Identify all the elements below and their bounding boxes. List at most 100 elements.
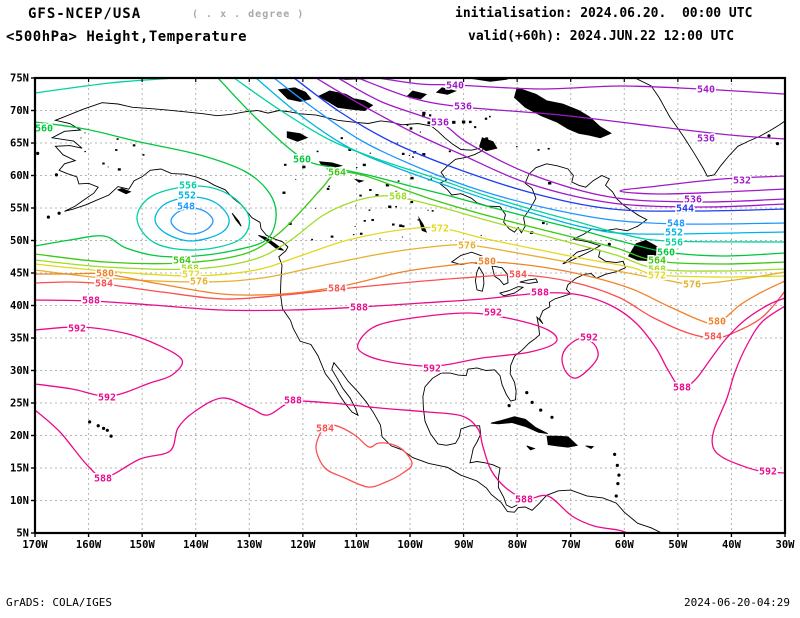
contour-label-548: 548 [177,202,195,213]
contour-label-536: 536 [431,118,449,129]
contour-560 [217,78,785,257]
contour-label-584: 584 [316,424,334,435]
creation-timestamp: 2024-06-20-04:29 [684,596,790,609]
contour-label-564: 564 [328,168,346,179]
lon-tick-label: 110W [344,539,370,551]
contour-544 [293,78,785,212]
lat-tick-label: 60N [10,170,29,182]
contour-548 [170,207,214,235]
contour-label-564: 564 [173,256,191,267]
contour-label-588: 588 [531,288,549,299]
model-title: GFS-NCEP/USA [28,6,142,22]
grid-lines [35,78,785,533]
contour-label-568: 568 [181,264,199,275]
lon-tick-label: 170W [22,539,48,551]
contour-564 [35,171,785,265]
contour-label-584: 584 [704,332,722,343]
lat-tick-label: 45N [10,268,29,280]
lon-tick-label: 40W [722,539,742,551]
contour-label-592: 592 [423,364,441,375]
contour-label-560: 560 [35,124,53,135]
contour-556 [136,185,251,251]
valid-time: valid(+60h): 2024.JUN.22 12:00 UTC [468,29,735,44]
contour-588 [35,292,785,389]
lon-tick-label: 60W [615,539,635,551]
lat-tick-label: 70N [10,105,29,117]
contour-572 [35,226,785,278]
contour-label-568: 568 [648,265,666,276]
contour-label-552: 552 [665,228,683,239]
map-content [35,78,785,533]
contour-label-572: 572 [648,271,666,282]
contour-label-556: 556 [665,238,683,249]
contour-label-592: 592 [759,467,777,478]
contour-label-588: 588 [284,396,302,407]
contour-label-552: 552 [178,191,196,202]
grid-subtitle: ( . x . degree ) [192,9,305,20]
contour-label-584: 584 [95,279,113,290]
lon-tick-label: 150W [129,539,155,551]
lat-tick-label: 65N [10,138,29,150]
contour-556 [233,78,785,243]
contour-label-592: 592 [484,308,502,319]
lon-tick-label: 80W [508,539,528,551]
contour-552 [255,78,785,235]
contour-540 [377,78,785,95]
contour-label-584: 584 [328,284,346,295]
contour-label-592: 592 [98,393,116,404]
lat-tick-label: 35N [10,333,29,345]
contour-568 [35,195,785,272]
lat-tick-label: 5N [16,528,29,540]
contour-label-564: 564 [648,256,666,267]
contour-label-580: 580 [708,317,726,328]
contour-label-560: 560 [293,155,311,166]
contour-label-588: 588 [515,495,533,506]
contour-label-540: 540 [446,81,464,92]
axes: 170W 160W 150W 140W 130W 120W 110W 100W 90W 80W 70… [10,73,795,552]
lat-tick-label: 15N [10,463,29,475]
contour-580 [35,261,785,325]
contour-label-536: 536 [684,195,702,206]
contour-label-576: 576 [458,241,476,252]
contour-label-532: 532 [733,176,751,187]
contour-536 [357,78,785,140]
initialisation-time: initialisation: 2024.06.20. 00:00 UTC [455,6,753,21]
contour-592 [561,337,599,379]
lat-tick-label: 10N [10,495,29,507]
contour-560 [35,121,277,258]
contour-label-556: 556 [179,181,197,192]
lon-tick-label: 140W [183,539,209,551]
lon-tick-label: 70W [561,539,581,551]
contour-532 [619,175,785,195]
contour-label-580: 580 [96,269,114,280]
contour-592 [711,305,785,474]
lon-tick-label: 130W [237,539,263,551]
lat-tick-label: 40N [10,300,29,312]
contour-label-548: 548 [667,219,685,230]
contour-label-576: 576 [190,277,208,288]
contour-label-588: 588 [82,296,100,307]
contour-label-580: 580 [478,257,496,268]
lon-tick-label: 30W [776,539,796,551]
contour-584 [315,424,413,488]
lon-tick-label: 100W [397,539,423,551]
lon-tick-label: 160W [76,539,102,551]
contour-label-540: 540 [697,85,715,96]
coastline [36,78,785,533]
contour-label-576: 576 [683,280,701,291]
contour-592 [35,326,184,397]
contour-552 [154,196,230,242]
contour-label-536: 536 [697,134,715,145]
lat-tick-label: 75N [10,73,29,85]
lat-tick-label: 20N [10,430,29,442]
contour-584 [35,274,785,339]
contour-label-588: 588 [673,383,691,394]
lon-tick-label: 120W [290,539,316,551]
contour-label-588: 588 [94,474,112,485]
lon-tick-label: 50W [668,539,688,551]
contour-label-572: 572 [182,270,200,281]
contour-576 [35,244,785,285]
